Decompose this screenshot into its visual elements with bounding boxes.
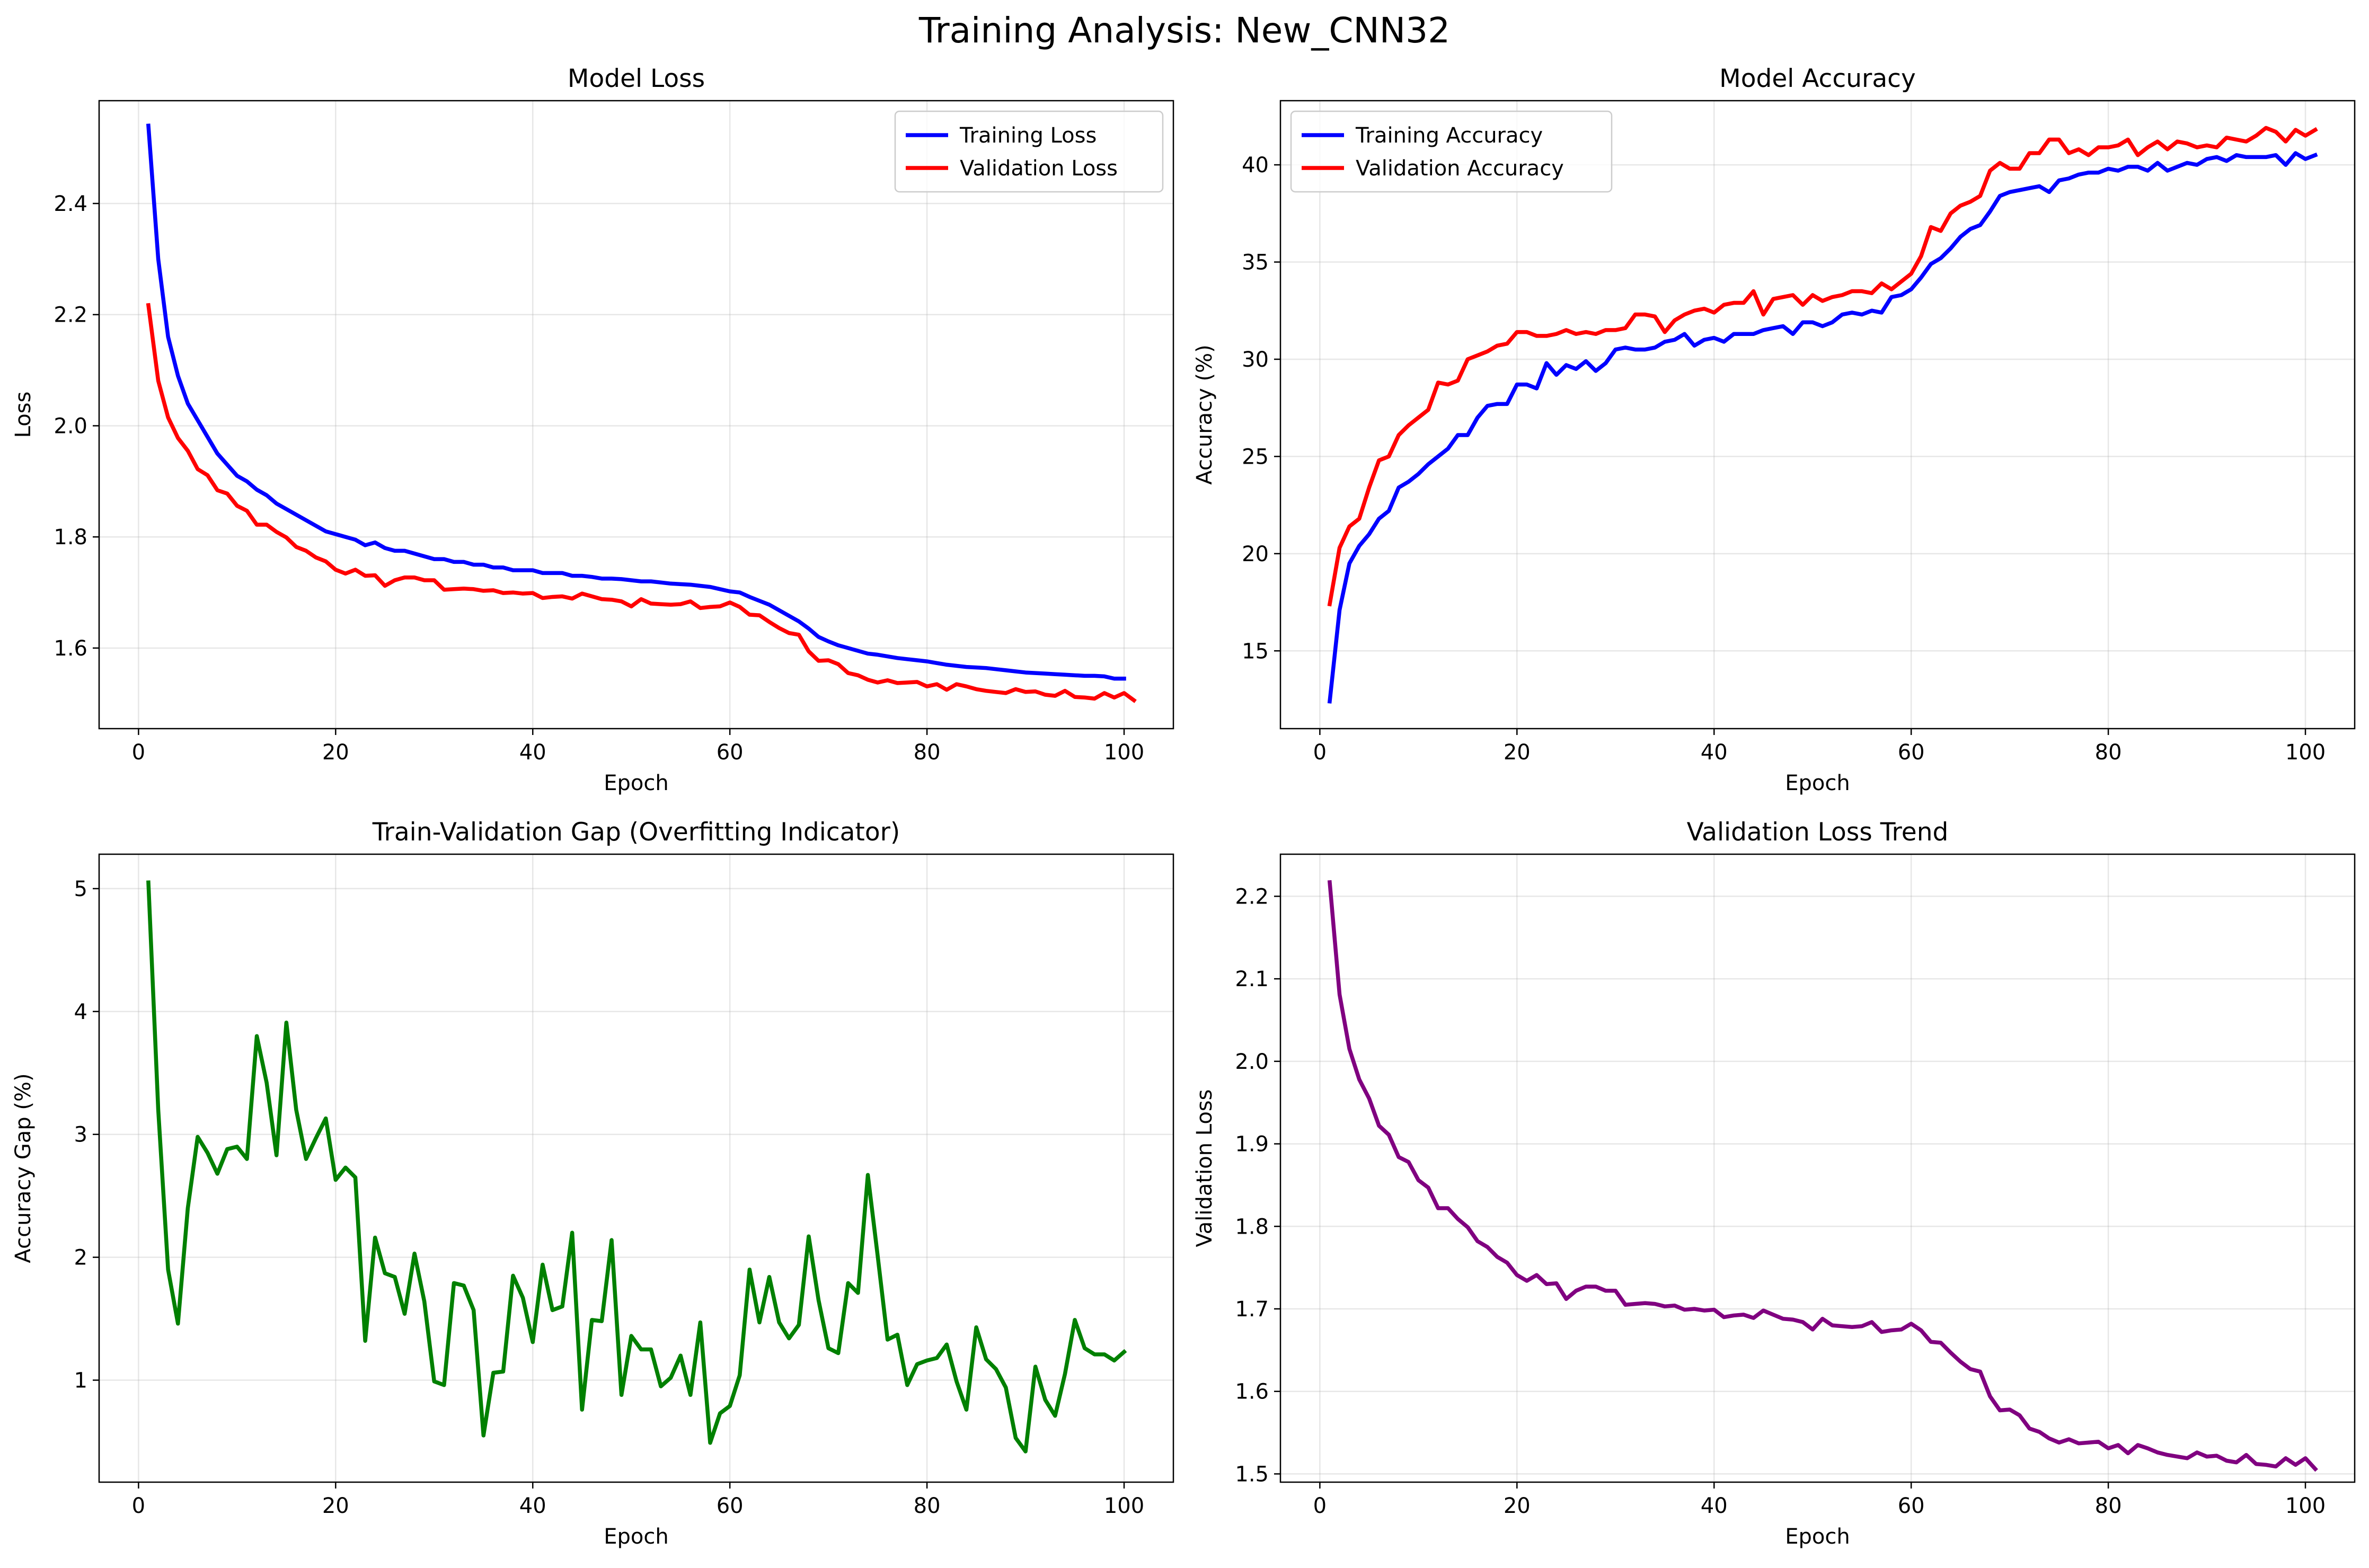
y-tick-label: 1.5 — [1235, 1462, 1269, 1486]
x-tick-label: 40 — [1701, 1494, 1728, 1518]
x-tick-label: 0 — [1313, 740, 1327, 765]
x-tick-label: 20 — [1504, 1494, 1531, 1518]
y-tick-label: 1.6 — [54, 636, 87, 661]
y-tick-label: 2 — [74, 1246, 87, 1270]
y-tick-label: 1.6 — [1235, 1380, 1269, 1404]
legend-label: Training Accuracy — [1355, 123, 1543, 148]
x-tick-label: 60 — [1898, 1494, 1925, 1518]
x-tick-label: 0 — [1313, 1494, 1327, 1518]
legend-label: Training Loss — [959, 123, 1097, 148]
y-tick-label: 2.0 — [1235, 1050, 1269, 1074]
plot-frame — [1279, 853, 2356, 1483]
y-axis-label: Loss — [11, 392, 36, 438]
x-tick-label: 0 — [132, 1494, 145, 1518]
chart-panel-4: 0 20 40 60 80 100 1.5 1.6 1.7 1.8 1.9 2.0 2.1 2.2 Vali… — [1192, 818, 2356, 1549]
y-tick-label: 35 — [1242, 251, 1269, 275]
chart-title: Model Accuracy — [1719, 64, 1916, 93]
plot-frame — [1279, 100, 2356, 730]
x-axis-label: Epoch — [1785, 771, 1850, 795]
y-tick-label: 2.2 — [1235, 884, 1269, 909]
series-line-2 — [146, 303, 1137, 703]
y-tick-label: 1.7 — [1235, 1297, 1269, 1322]
y-tick-label: 25 — [1242, 445, 1269, 469]
x-tick-label: 60 — [717, 1494, 744, 1518]
y-axis-label: Validation Loss — [1192, 1089, 1217, 1247]
legend-label: Validation Accuracy — [1356, 156, 1564, 181]
chart-title: Train-Validation Gap (Overfitting Indica… — [372, 818, 900, 847]
y-tick-label: 1.8 — [54, 525, 87, 550]
x-tick-label: 100 — [2285, 1494, 2326, 1518]
chart-title: Validation Loss Trend — [1687, 818, 1949, 847]
y-tick-label: 2.0 — [54, 414, 87, 438]
x-tick-label: 100 — [2285, 740, 2326, 765]
x-tick-label: 0 — [132, 740, 145, 765]
x-tick-label: 100 — [1104, 740, 1144, 765]
x-axis-label: Epoch — [1785, 1525, 1850, 1549]
legend-box — [894, 110, 1164, 193]
y-axis-label: Accuracy Gap (%) — [11, 1073, 36, 1263]
y-tick-label: 5 — [74, 877, 87, 901]
chart-panel-2: 0 20 40 60 80 100 15 20 25 30 35 40 Model Accuracy Ep… — [1192, 64, 2356, 795]
x-tick-label: 20 — [322, 740, 349, 765]
series-line-1 — [1327, 151, 2318, 704]
y-tick-label: 1.9 — [1235, 1132, 1269, 1157]
x-tick-label: 100 — [1104, 1494, 1144, 1518]
series-line-1 — [146, 123, 1126, 681]
y-tick-label: 4 — [74, 1000, 87, 1024]
x-tick-label: 60 — [717, 740, 744, 765]
x-tick-label: 40 — [1701, 740, 1728, 765]
x-axis-label: Epoch — [604, 771, 668, 795]
y-tick-label: 1.8 — [1235, 1215, 1269, 1239]
y-tick-label: 15 — [1242, 639, 1269, 663]
chart-panel-1: 0 20 40 60 80 100 1.6 1.8 2.0 2.2 2.4 Model Loss Epo… — [11, 64, 1174, 795]
x-tick-label: 40 — [519, 1494, 546, 1518]
series-line-1 — [1327, 880, 2318, 1472]
chart-panel-3: 0 20 40 60 80 100 1 2 3 4 5 Train-Validation Gap (O… — [11, 818, 1174, 1549]
y-tick-label: 20 — [1242, 542, 1269, 566]
chart-title: Model Loss — [568, 64, 705, 93]
legend-box — [1290, 110, 1613, 193]
series-line-1 — [146, 880, 1127, 1454]
y-tick-label: 30 — [1242, 348, 1269, 372]
figure-title: Training Analysis: New_CNN32 — [918, 10, 1450, 51]
y-tick-label: 1 — [74, 1369, 87, 1393]
x-tick-label: 20 — [322, 1494, 349, 1518]
legend-label: Validation Loss — [960, 156, 1118, 181]
x-tick-label: 60 — [1898, 740, 1925, 765]
y-tick-label: 40 — [1242, 153, 1269, 178]
legend: Training Accuracy Validation Accuracy — [1290, 110, 1613, 193]
legend: Training Loss Validation Loss — [894, 110, 1164, 193]
plot-frame — [98, 853, 1174, 1483]
x-axis-label: Epoch — [604, 1525, 668, 1549]
y-tick-label: 2.2 — [54, 303, 87, 327]
x-tick-label: 80 — [2095, 740, 2122, 765]
plot-frame — [98, 100, 1174, 730]
x-tick-label: 80 — [914, 740, 941, 765]
x-tick-label: 40 — [519, 740, 546, 765]
x-tick-label: 20 — [1504, 740, 1531, 765]
series-line-2 — [1327, 126, 2318, 607]
x-tick-label: 80 — [2095, 1494, 2122, 1518]
y-axis-label: Accuracy (%) — [1192, 344, 1217, 485]
x-tick-label: 80 — [914, 1494, 941, 1518]
y-tick-label: 3 — [74, 1123, 87, 1147]
y-tick-label: 2.4 — [54, 192, 87, 216]
y-tick-label: 2.1 — [1235, 967, 1269, 991]
